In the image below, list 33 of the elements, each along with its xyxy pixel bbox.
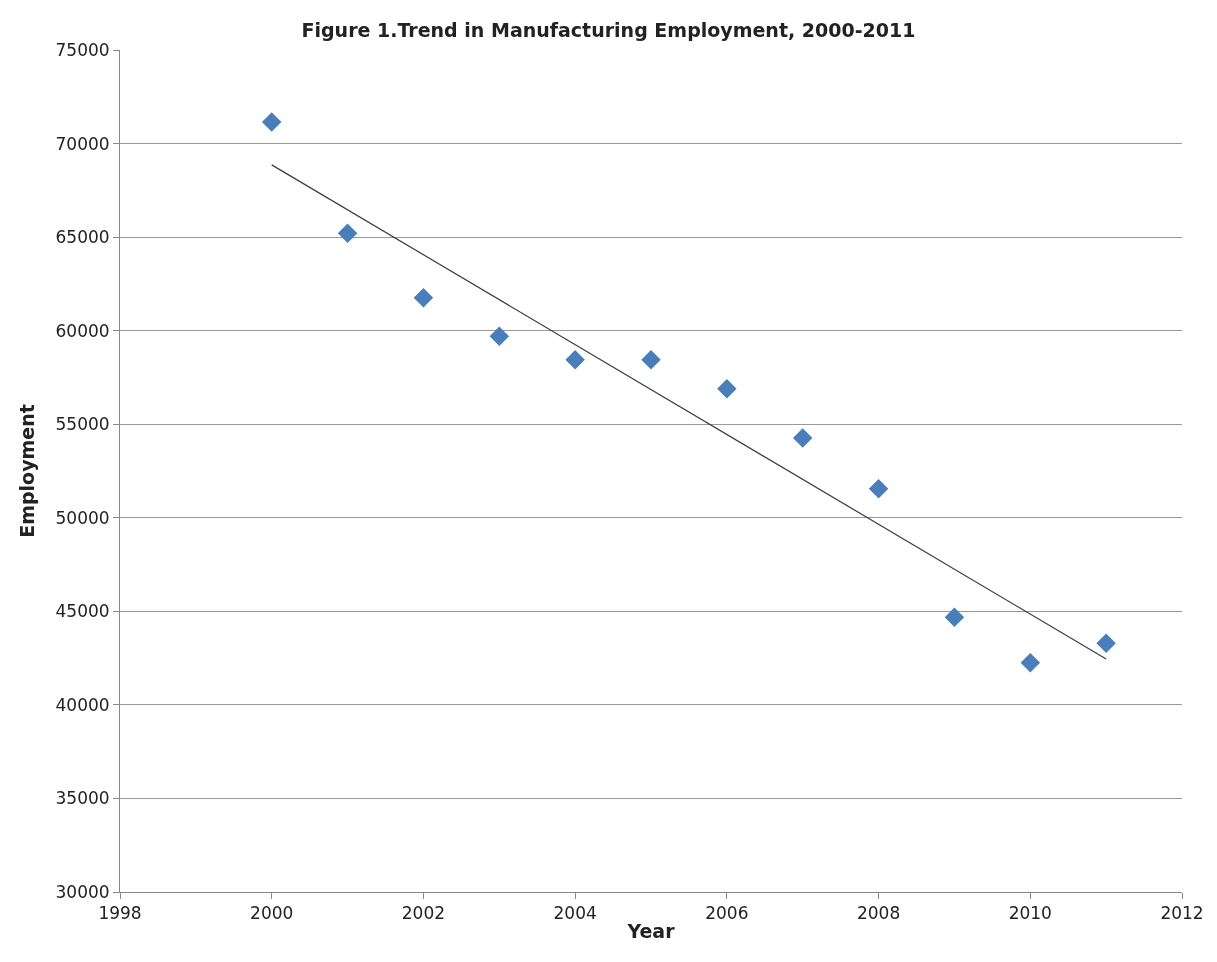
x-tick-label: 2012 bbox=[1160, 903, 1204, 924]
point bbox=[1020, 653, 1041, 673]
x-tick-label: 1998 bbox=[98, 903, 142, 924]
x-tick-label: 2010 bbox=[1008, 903, 1052, 924]
chart-title: Figure 1.Trend in Manufacturing Employment, 2000-2011 bbox=[301, 19, 916, 42]
y-tick-label: 40000 bbox=[55, 694, 110, 715]
x-tick-label: 2006 bbox=[705, 903, 749, 924]
y-tick-label: 65000 bbox=[55, 227, 110, 248]
point bbox=[717, 378, 737, 399]
point bbox=[641, 350, 661, 370]
point bbox=[565, 350, 585, 370]
point bbox=[1096, 633, 1116, 654]
point bbox=[489, 326, 510, 347]
x-tick-label: 2004 bbox=[553, 903, 597, 924]
y-tick-label: 35000 bbox=[55, 788, 110, 809]
x-tick-label: 2008 bbox=[856, 903, 901, 924]
y-tick-label: 50000 bbox=[55, 507, 110, 528]
point bbox=[261, 112, 282, 132]
y-tick-label: 60000 bbox=[55, 320, 110, 341]
x-axis-title: Year bbox=[626, 920, 676, 943]
point bbox=[944, 607, 965, 628]
point bbox=[413, 287, 434, 308]
y-tick-label: 30000 bbox=[55, 881, 110, 902]
point bbox=[792, 428, 813, 448]
x-tick-label: 2000 bbox=[250, 903, 294, 924]
y-tick-label: 45000 bbox=[55, 601, 110, 622]
y-tick-label: 75000 bbox=[55, 39, 110, 60]
y-axis-title: Employment bbox=[16, 404, 39, 538]
y-tick-label: 70000 bbox=[55, 133, 110, 154]
y-tick-label: 55000 bbox=[55, 414, 110, 435]
x-tick-label: 2002 bbox=[401, 903, 446, 924]
point bbox=[868, 479, 889, 499]
point bbox=[337, 223, 358, 244]
